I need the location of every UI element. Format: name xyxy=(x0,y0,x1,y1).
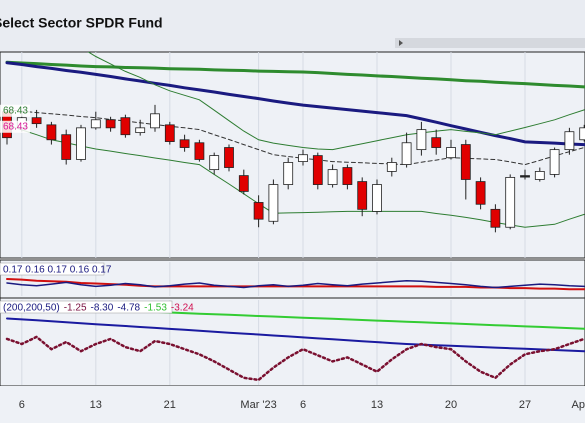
candle-body xyxy=(431,137,442,148)
overlay-line xyxy=(6,124,585,228)
candle-body xyxy=(31,117,42,125)
candle-body xyxy=(209,155,220,171)
candle-body xyxy=(164,124,175,142)
candle-body xyxy=(579,127,585,141)
legend-box xyxy=(0,262,105,276)
legend-item: -4.78 xyxy=(117,302,140,313)
candle-body xyxy=(372,184,382,212)
candle-body xyxy=(135,127,146,134)
candle-body xyxy=(327,169,338,185)
price-tag: 68.43 xyxy=(3,105,28,116)
candle-body xyxy=(76,127,86,160)
candle-body xyxy=(298,154,308,162)
price-tag: 68.43 xyxy=(3,121,28,132)
candle-body xyxy=(46,124,57,141)
candle-body xyxy=(357,181,368,210)
x-tick-label: 6 xyxy=(19,399,25,411)
overlay-line xyxy=(6,317,585,353)
overlay-line xyxy=(5,60,585,89)
chart-title: Select Sector SPDR Fund xyxy=(0,15,163,31)
x-tick-label: 20 xyxy=(445,399,457,411)
candle-body xyxy=(90,119,101,129)
scrollbar[interactable] xyxy=(395,38,585,48)
overlay-group xyxy=(5,52,585,228)
candle-body xyxy=(505,176,516,228)
candle-body xyxy=(534,171,545,180)
x-tick-label: 6 xyxy=(300,399,306,411)
overlay-line xyxy=(6,279,585,289)
overlay-group xyxy=(6,278,585,291)
x-tick-label: 13 xyxy=(90,399,102,411)
legend: 0.17 0.16 0.17 0.16 0.17 xyxy=(3,264,112,275)
x-tick-label: 13 xyxy=(371,399,383,411)
candle-body xyxy=(475,181,486,205)
candle-body xyxy=(224,147,234,168)
plot-layer: 6 13 21 Mar '23 6 13 20 27 Ap 68.43 68.43 0.17 0.16… xyxy=(0,52,585,411)
overlay-line xyxy=(87,52,585,151)
candle-body xyxy=(105,119,116,129)
candle-body xyxy=(416,129,427,151)
scroll-arrow[interactable] xyxy=(399,40,403,46)
candle-body xyxy=(179,139,190,148)
x-tick-label: 21 xyxy=(164,399,176,411)
legend-item: (200,200,50) xyxy=(3,302,60,313)
candle-body xyxy=(120,117,131,136)
candle-body xyxy=(253,202,264,220)
legend-item: -1.25 xyxy=(64,302,87,313)
overlay-line xyxy=(6,109,585,166)
candle-body xyxy=(446,147,456,159)
legend-item: 0.17 0.16 0.17 0.16 0.17 xyxy=(3,264,112,275)
candle-body xyxy=(401,142,412,165)
candle-body xyxy=(61,134,72,160)
overlay-line xyxy=(5,335,585,382)
candle-body xyxy=(283,162,294,185)
legend-item: -8.30 xyxy=(91,302,114,313)
x-tick-label: Ap xyxy=(572,399,585,411)
candles xyxy=(2,104,585,233)
price-tag-box xyxy=(0,104,30,117)
legend-item: -3.24 xyxy=(171,302,194,313)
x-tick-label: Mar '23 xyxy=(240,399,276,411)
candle-body xyxy=(386,162,397,172)
candle-body xyxy=(520,175,530,178)
x-tick-label: 27 xyxy=(519,399,531,411)
price-tag-box xyxy=(0,120,30,133)
legend-item: -1.53 xyxy=(144,302,167,313)
candle-body xyxy=(268,184,279,222)
legend: (200,200,50) -1.25 -8.30 -4.78 -1.53 -3.24 xyxy=(3,302,194,313)
candle-body xyxy=(312,155,323,185)
candle-body xyxy=(490,208,501,228)
candle-body xyxy=(549,149,560,175)
candle-body xyxy=(238,175,249,192)
legend-box xyxy=(0,300,173,314)
candle-body xyxy=(194,142,205,160)
candle-body xyxy=(460,144,471,180)
candle-body xyxy=(342,167,353,185)
candle-body xyxy=(150,113,160,129)
x-axis-area xyxy=(0,386,585,423)
candle-body xyxy=(564,131,575,151)
price-panel xyxy=(0,51,585,259)
